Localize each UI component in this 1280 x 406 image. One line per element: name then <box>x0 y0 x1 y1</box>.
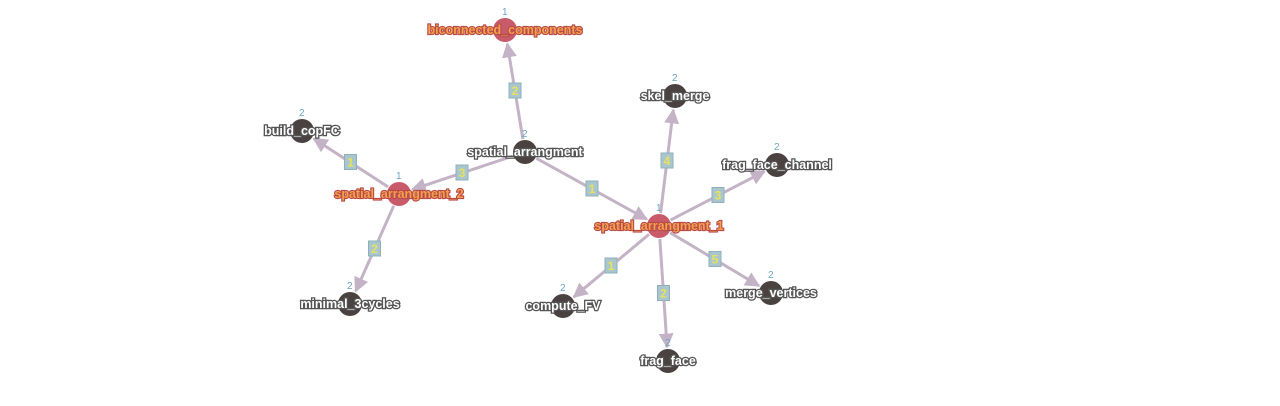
node-label: biconnected_components <box>428 23 583 37</box>
edge-label-box <box>660 152 674 169</box>
node-circle[interactable] <box>513 140 537 164</box>
node-count: 2 <box>665 338 671 349</box>
node-count: 2 <box>672 73 678 84</box>
edge-label: 1 <box>344 154 357 170</box>
node-label: build_copFC <box>264 124 340 138</box>
node-circle[interactable] <box>663 84 687 108</box>
edge-label-box <box>585 180 599 197</box>
edge-label-box <box>711 187 725 203</box>
node-count: 2 <box>299 108 305 119</box>
edge-label-text: 3 <box>459 166 466 180</box>
node-count: 2 <box>560 283 566 294</box>
edge-label-text: 2 <box>660 287 667 301</box>
node-circle[interactable] <box>656 349 680 373</box>
edge-label-box <box>455 164 469 181</box>
node-circle[interactable] <box>765 153 789 177</box>
edge-label-box <box>604 257 618 274</box>
node-label: merge_vertices <box>725 286 817 300</box>
edge-label-text: 5 <box>712 253 719 267</box>
edge-label-text: 2 <box>371 242 378 256</box>
node-count: 1 <box>502 7 508 18</box>
node-spatial_arrangment_1[interactable]: 1 spatial_arrangment_1 <box>593 203 725 238</box>
node-count: 1 <box>656 203 662 214</box>
node-label: spatial_arrangment <box>467 145 583 159</box>
node-label: frag_face_channel <box>722 158 832 172</box>
node-count: 1 <box>396 171 402 182</box>
edge-label: 5 <box>708 251 722 267</box>
edge-label-text: 2 <box>512 84 519 98</box>
edge-label: 2 <box>657 285 670 301</box>
node-compute_FV[interactable]: 2 compute_FV <box>524 283 602 318</box>
edge-label-text: 3 <box>715 189 722 203</box>
node-count: 2 <box>774 142 780 153</box>
node-label: compute_FV <box>525 299 601 313</box>
node-minimal_3cycles[interactable]: 2 minimal_3cycles <box>299 281 401 316</box>
node-count: 2 <box>522 129 528 140</box>
edges-layer: 2 3 1 1 2 4 3 5 1 2 <box>312 42 766 349</box>
node-merge_vertices[interactable]: 2 merge_vertices <box>724 270 818 305</box>
edge-label: 4 <box>660 152 674 169</box>
node-frag_face[interactable]: 2 frag_face <box>639 338 697 373</box>
edge-label-box <box>368 240 381 257</box>
node-circle[interactable] <box>759 281 783 305</box>
edge-label: 1 <box>585 180 599 197</box>
node-label: spatial_arrangment_2 <box>334 187 463 201</box>
node-circle[interactable] <box>387 182 411 206</box>
edge-label: 1 <box>604 257 618 274</box>
node-biconnected_components[interactable]: 1 biconnected_components <box>426 7 584 42</box>
node-skel_merge[interactable]: 2 skel_merge <box>639 73 711 108</box>
node-count: 2 <box>347 281 353 292</box>
edge-label-text: 1 <box>589 182 596 196</box>
node-label: frag_face <box>640 354 696 368</box>
node-circle[interactable] <box>493 18 517 42</box>
edge-label: 3 <box>455 164 469 181</box>
node-circle[interactable] <box>647 214 671 238</box>
edge-label: 2 <box>508 82 522 99</box>
node-spatial_arrangment[interactable]: 2 spatial_arrangment <box>466 129 585 164</box>
edge-label-text: 1 <box>347 156 354 170</box>
edge-label: 2 <box>368 240 381 257</box>
node-circle[interactable] <box>290 119 314 143</box>
edge-label: 3 <box>711 187 725 203</box>
node-circle[interactable] <box>338 292 362 316</box>
edge-label-box <box>657 285 670 301</box>
node-label: skel_merge <box>641 89 710 103</box>
edge-label-box <box>708 251 722 267</box>
edge-label-box <box>344 154 357 170</box>
node-label: minimal_3cycles <box>300 297 399 311</box>
nodes-layer: 1 biconnected_components 2 skel_merge 2 build… <box>263 7 833 373</box>
node-count: 2 <box>768 270 774 281</box>
node-frag_face_channel[interactable]: 2 frag_face_channel <box>721 142 833 177</box>
edge-label-text: 4 <box>664 154 671 168</box>
node-label: spatial_arrangment_1 <box>594 219 723 233</box>
node-build_copFC[interactable]: 2 build_copFC <box>263 108 341 143</box>
edge-label-text: 1 <box>608 259 615 273</box>
node-spatial_arrangment_2[interactable]: 1 spatial_arrangment_2 <box>333 171 465 206</box>
node-circle[interactable] <box>551 294 575 318</box>
edge-label-box <box>508 82 522 99</box>
